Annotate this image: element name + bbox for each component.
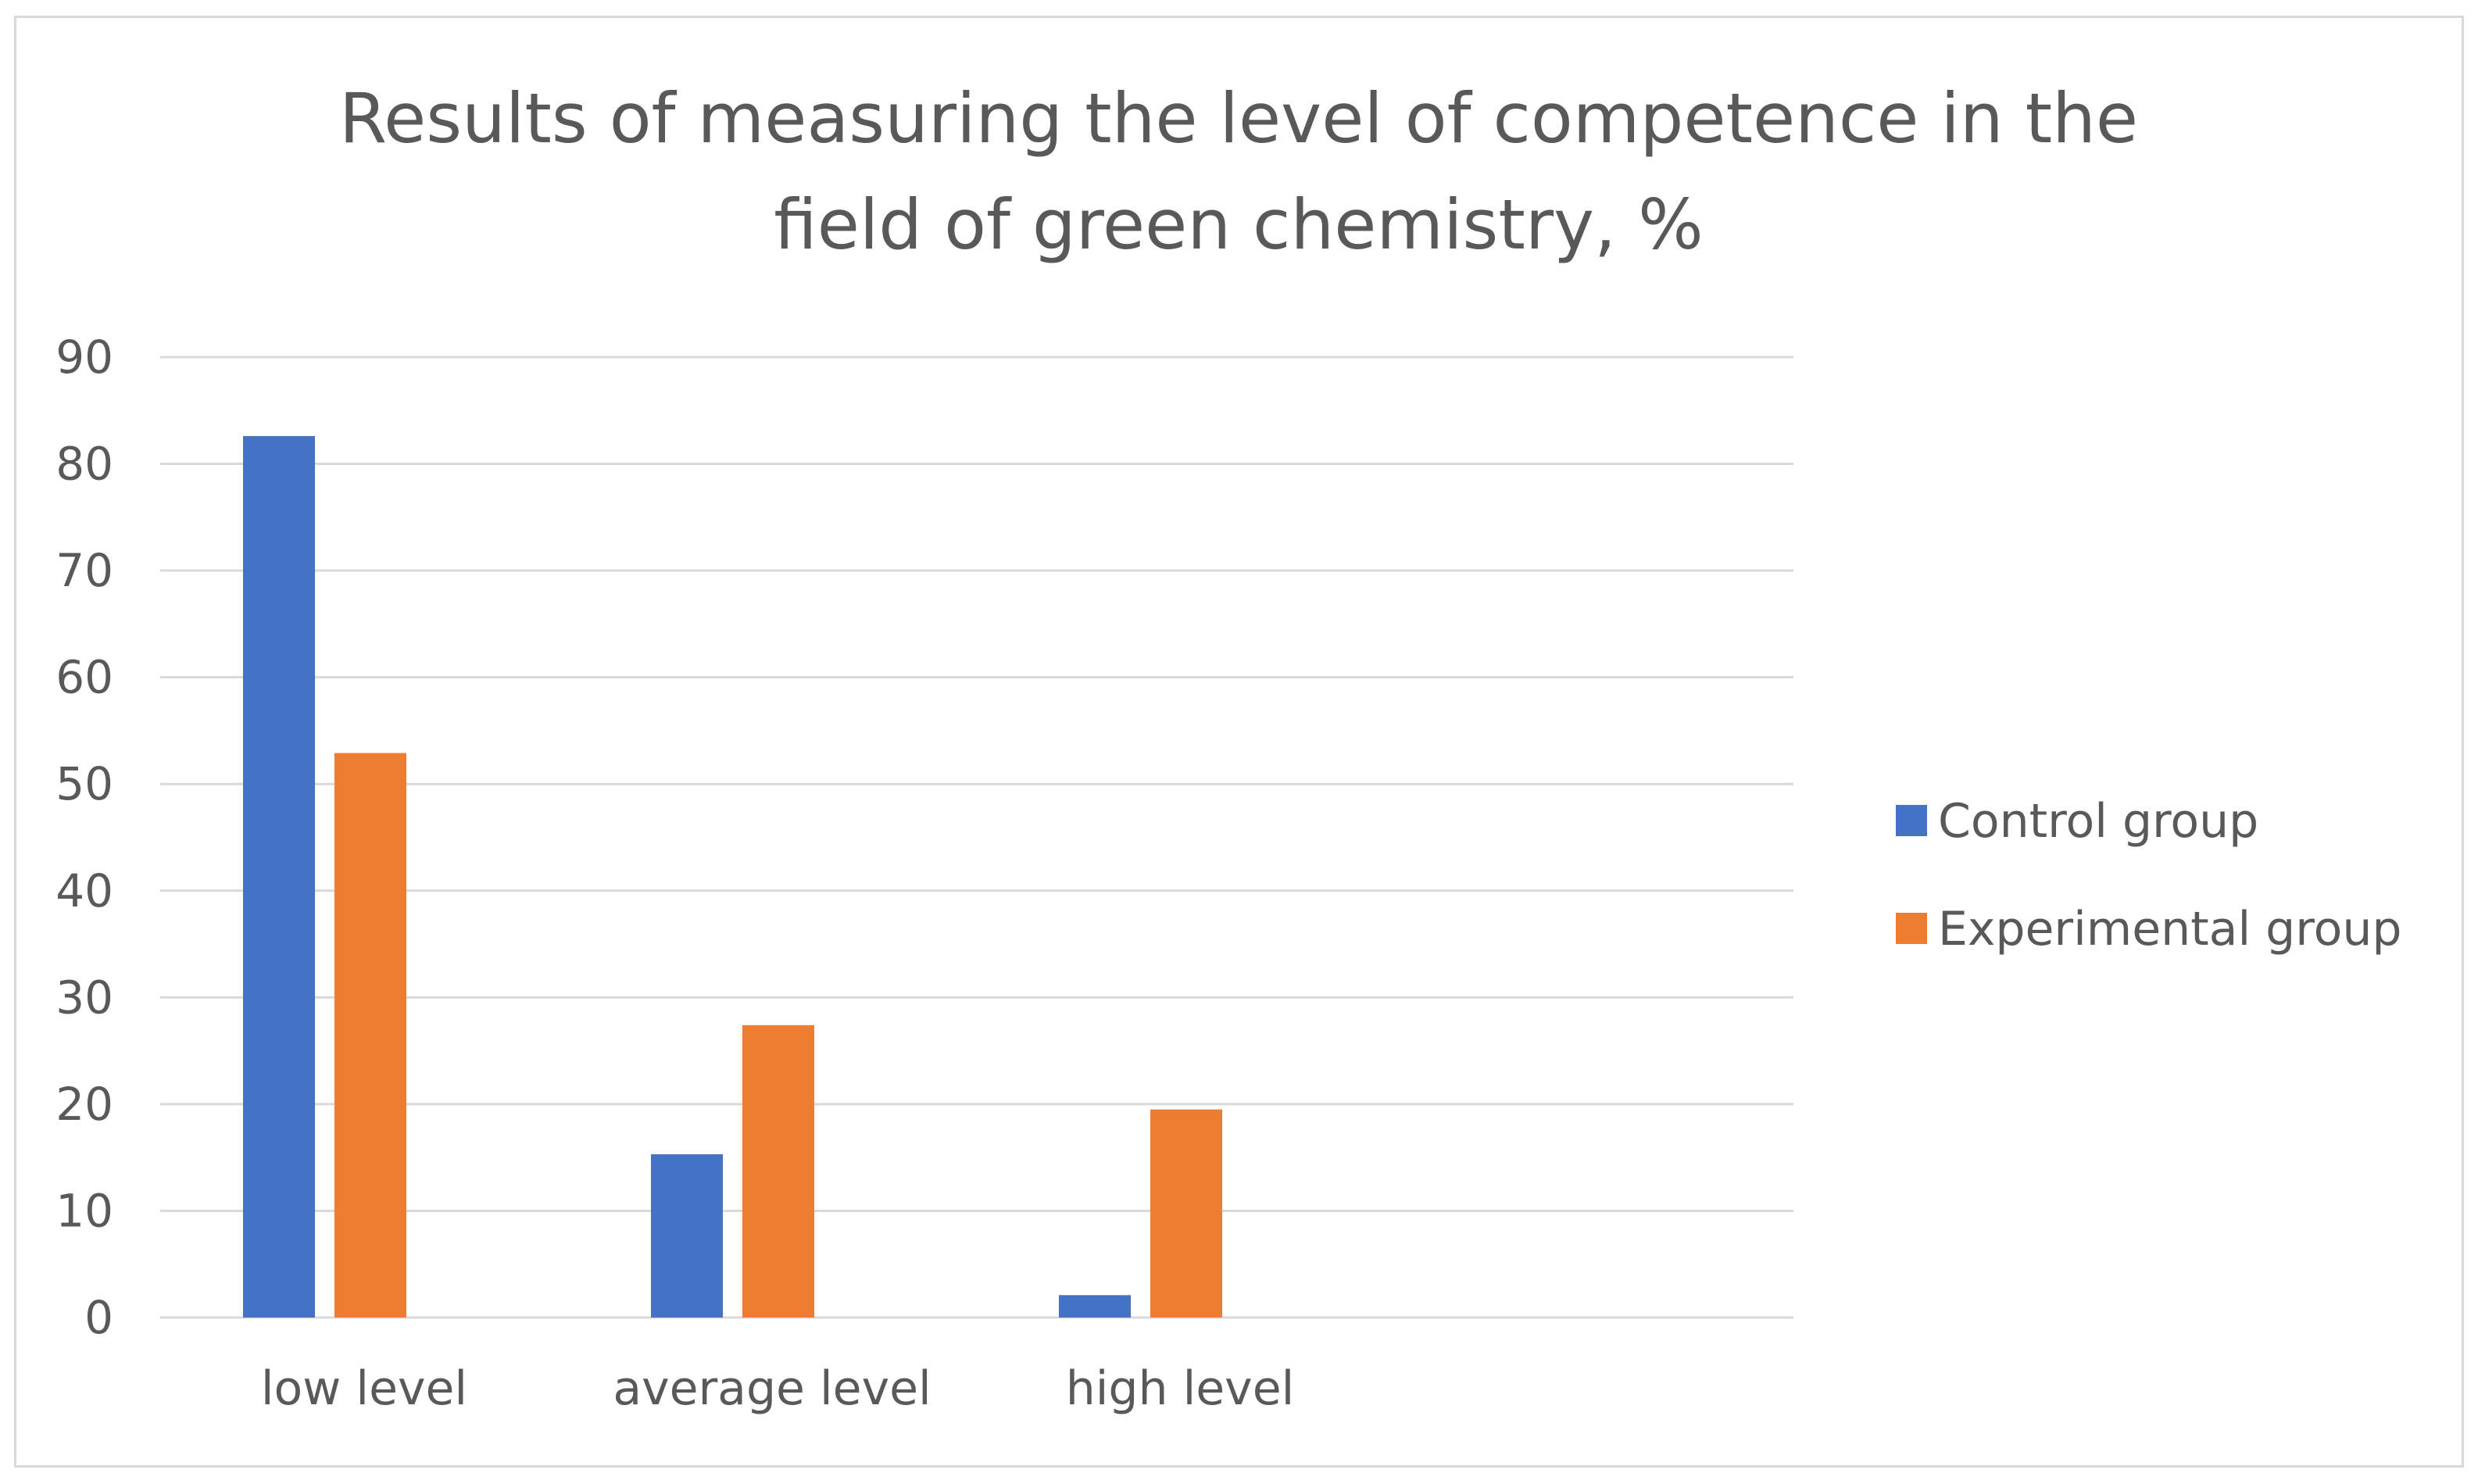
x-category-label-low-level: low level (261, 1361, 467, 1416)
bar-experimental-group-low-level (334, 753, 406, 1318)
y-tick-label-30: 30 (55, 971, 113, 1024)
y-tick-label-70: 70 (55, 544, 113, 597)
chart-title: Results of measuring the level of compet… (339, 78, 2138, 265)
bar-control-group-low-level (243, 436, 315, 1318)
chart-title-line-2: field of green chemistry, % (774, 184, 1703, 265)
bar-control-group-average-level (651, 1154, 723, 1318)
y-tick-label-50: 50 (55, 757, 113, 810)
chart-title-line-1: Results of measuring the level of compet… (339, 78, 2138, 159)
y-tick-label-60: 60 (55, 651, 113, 704)
legend-label-experimental-group: Experimental group (1938, 902, 2401, 957)
legend-swatch-control-group (1896, 805, 1927, 836)
y-tick-label-10: 10 (55, 1184, 113, 1237)
x-category-label-high-level: high level (1066, 1361, 1295, 1416)
bar-experimental-group-high-level (1150, 1109, 1222, 1318)
y-tick-label-0: 0 (84, 1291, 113, 1344)
y-axis-tick-labels: 0 10 20 30 40 50 60 70 80 90 (55, 331, 113, 1344)
y-tick-label-20: 20 (55, 1078, 113, 1131)
y-tick-label-90: 90 (55, 331, 113, 384)
chart-frame (14, 16, 2464, 1468)
legend-swatch-experimental-group (1896, 913, 1927, 944)
bar-control-group-high-level (1059, 1295, 1131, 1318)
y-tick-label-40: 40 (55, 864, 113, 917)
y-tick-label-80: 80 (55, 438, 113, 491)
bar-experimental-group-average-level (742, 1024, 814, 1318)
legend-label-control-group: Control group (1938, 794, 2258, 849)
gridlines (160, 356, 1793, 1319)
x-axis-category-labels: low level average level high level (261, 1361, 1294, 1416)
legend: Control group Experimental group (1896, 794, 2401, 957)
bars (243, 436, 1222, 1318)
x-category-label-average-level: average level (613, 1361, 931, 1416)
